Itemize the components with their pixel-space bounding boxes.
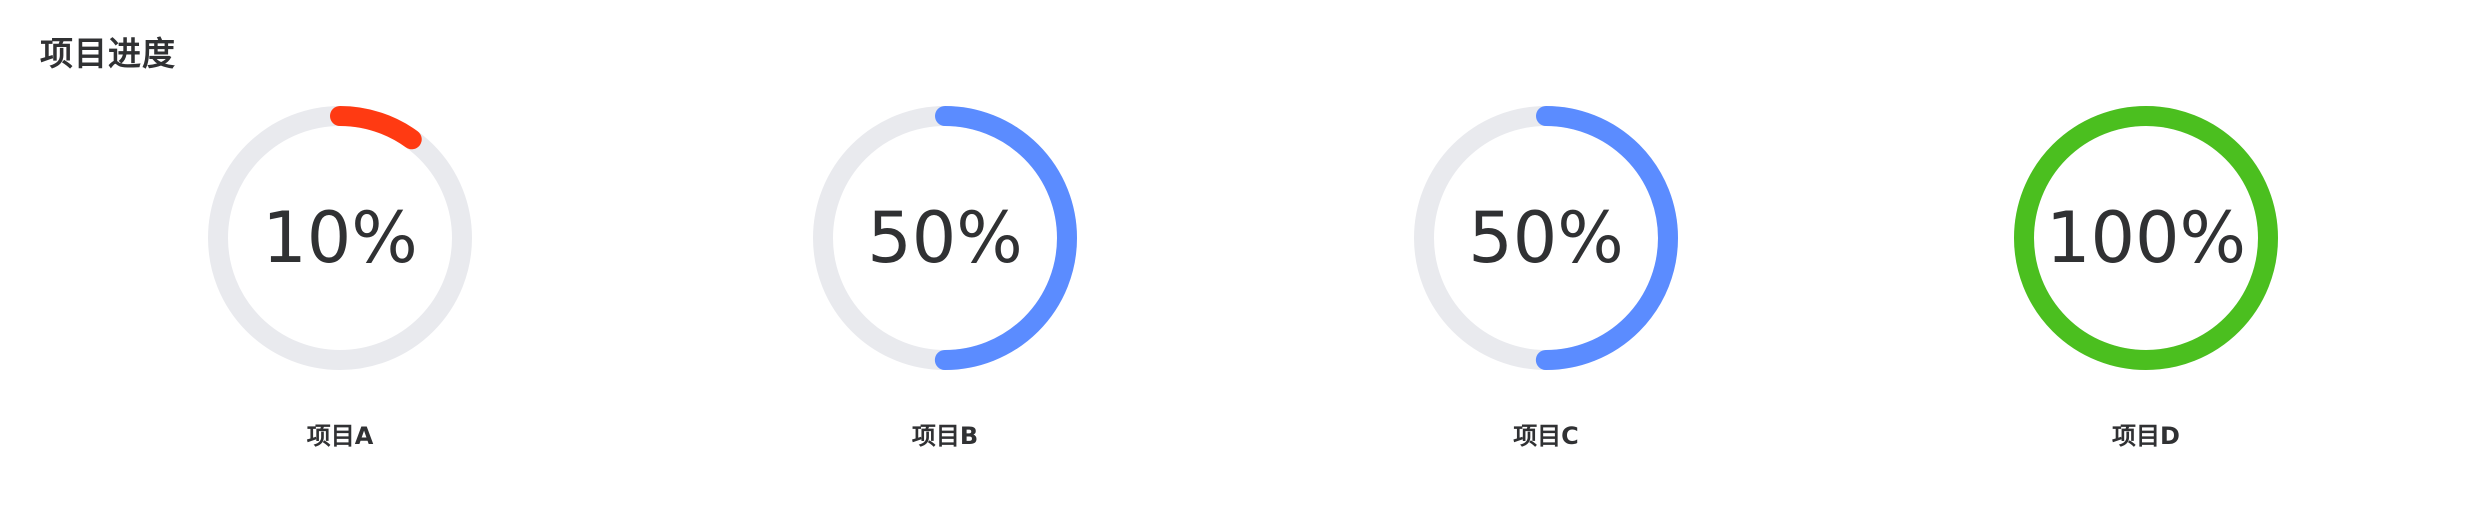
progress-ring-svg [208, 106, 472, 370]
project-card-d: 100% 项目D [1996, 104, 2296, 464]
panel-title: 项目进度 [40, 34, 176, 73]
progress-ring [811, 104, 1079, 372]
project-card-c: 50% 项目C [1396, 104, 1696, 464]
project-name: 项目C [1513, 422, 1579, 450]
project-name: 项目A [306, 422, 374, 450]
progress-ring-svg [813, 106, 1077, 370]
progress-ring [2012, 104, 2280, 372]
project-name: 项目B [911, 422, 979, 450]
progress-arc [1414, 106, 1678, 370]
progress-arc [2014, 106, 2278, 370]
progress-ring-svg [2014, 106, 2278, 370]
project-card-a: 10% 项目A [190, 104, 490, 464]
progress-ring-svg [1414, 106, 1678, 370]
progress-percent: 50% [867, 197, 1023, 279]
project-name: 项目D [2112, 422, 2180, 450]
progress-ring [1412, 104, 1680, 372]
progress-ring [206, 104, 474, 372]
progress-percent: 10% [262, 197, 418, 279]
progress-arc [208, 106, 472, 370]
progress-arc [813, 106, 1077, 370]
progress-percent: 50% [1468, 197, 1624, 279]
progress-percent: 100% [2045, 197, 2247, 279]
project-card-b: 50% 项目B [795, 104, 1095, 464]
